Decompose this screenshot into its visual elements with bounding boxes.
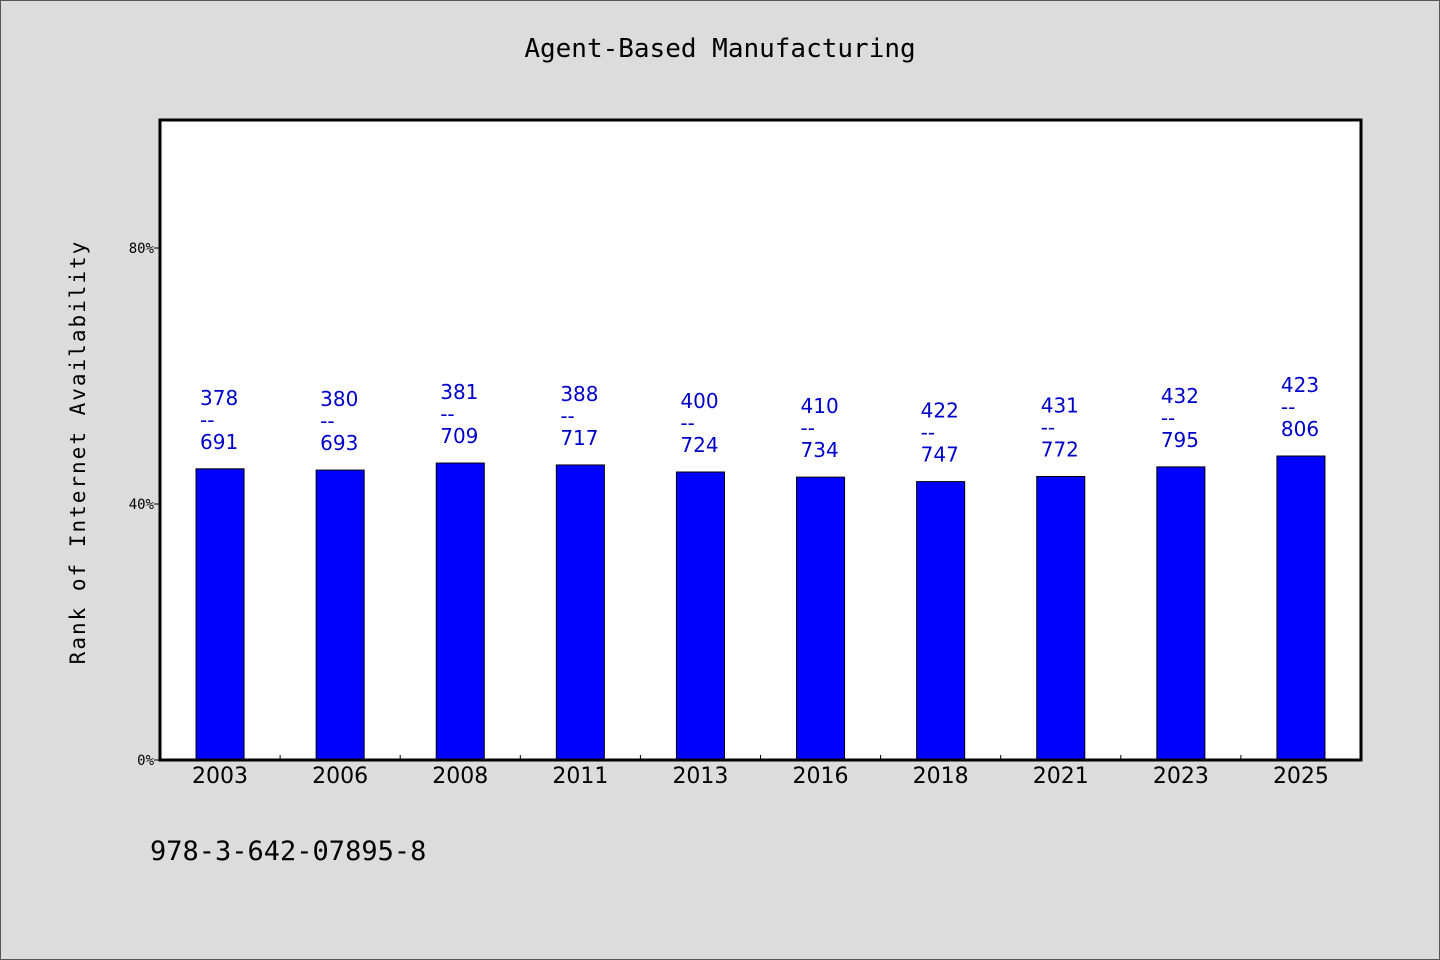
data-label: 772 [1041,437,1079,461]
data-label: 400 [680,389,718,413]
plot-frame [158,118,1363,762]
data-label: -- [440,402,454,426]
x-tick-label: 2018 [913,764,969,789]
data-label: 422 [921,399,959,423]
data-label: 410 [801,394,839,418]
data-label: 381 [440,380,478,404]
x-tick-label: 2011 [552,764,608,789]
data-label: 423 [1281,373,1319,397]
data-label: -- [560,404,574,428]
data-label: -- [320,409,334,433]
data-label: 378 [200,386,238,410]
x-tick-label: 2025 [1273,764,1329,789]
data-label: 432 [1161,384,1199,408]
bar [796,476,846,761]
data-label: 717 [560,426,598,450]
bar [1156,466,1206,761]
data-label: -- [680,411,694,435]
data-label: 709 [440,424,478,448]
x-tick-label: 2013 [672,764,728,789]
data-label: 806 [1281,417,1319,441]
data-label: 724 [680,433,718,457]
isbn-label: 978-3-642-07895-8 [150,836,427,867]
x-tick-label: 2023 [1153,764,1209,789]
bar [916,481,966,761]
y-tick-label: 40% [129,497,155,513]
x-tick-label: 2006 [312,764,368,789]
bar [675,471,725,761]
x-tick-label: 2021 [1033,764,1089,789]
y-tick-label: 0% [137,753,154,769]
data-label: 380 [320,387,358,411]
bar [195,468,245,761]
data-label: -- [1161,406,1175,430]
chart-title: Agent-Based Manufacturing [524,34,916,64]
x-tick-label: 2008 [432,764,488,789]
data-label: -- [1041,415,1055,439]
data-label: -- [200,408,214,432]
x-tick-label: 2003 [192,764,248,789]
data-label: 431 [1041,393,1079,417]
bar [435,462,485,761]
bar [1276,455,1326,761]
data-label: -- [801,416,815,440]
x-tick-label: 2016 [793,764,849,789]
bar [1036,475,1086,761]
data-label: 693 [320,431,358,455]
bar [555,464,605,761]
data-label: 747 [921,443,959,467]
data-label: 691 [200,430,238,454]
data-label: 734 [801,438,839,462]
y-tick-label: 80% [129,241,155,257]
data-label: 388 [560,382,598,406]
data-label: -- [1281,395,1295,419]
data-label: 795 [1161,428,1199,452]
bar [315,469,365,761]
data-label: -- [921,421,935,445]
